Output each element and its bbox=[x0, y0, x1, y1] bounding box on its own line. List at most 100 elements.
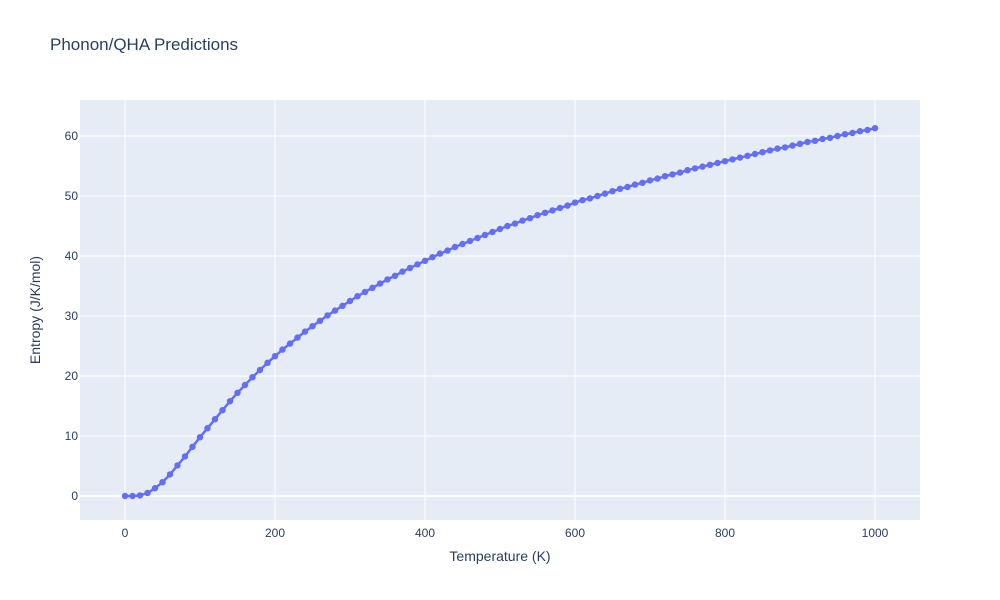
data-point[interactable] bbox=[489, 228, 496, 236]
data-point[interactable] bbox=[459, 240, 466, 248]
data-point[interactable] bbox=[624, 183, 631, 191]
data-point[interactable] bbox=[511, 220, 519, 227]
data-point[interactable] bbox=[864, 126, 871, 134]
data-point[interactable] bbox=[166, 471, 174, 478]
data-point[interactable] bbox=[759, 149, 766, 156]
data-point[interactable] bbox=[376, 280, 384, 287]
data-point[interactable] bbox=[279, 346, 286, 353]
data-point[interactable] bbox=[751, 150, 759, 158]
data-point[interactable] bbox=[129, 492, 136, 500]
data-point[interactable] bbox=[586, 195, 594, 202]
data-point[interactable] bbox=[361, 288, 369, 296]
data-point[interactable] bbox=[451, 243, 459, 251]
data-point[interactable] bbox=[406, 264, 414, 272]
data-point[interactable] bbox=[369, 284, 376, 291]
data-point[interactable] bbox=[421, 257, 429, 264]
data-point[interactable] bbox=[346, 297, 354, 305]
data-point[interactable] bbox=[226, 398, 234, 405]
data-point[interactable] bbox=[834, 132, 841, 140]
data-point[interactable] bbox=[444, 247, 451, 254]
data-point[interactable] bbox=[384, 276, 391, 283]
data-point[interactable] bbox=[871, 125, 879, 132]
data-point[interactable] bbox=[219, 407, 226, 414]
data-point[interactable] bbox=[564, 202, 571, 209]
data-point[interactable] bbox=[481, 231, 489, 239]
data-point[interactable] bbox=[774, 145, 781, 152]
data-point[interactable] bbox=[211, 416, 219, 423]
data-point[interactable] bbox=[766, 147, 774, 154]
data-point[interactable] bbox=[174, 462, 181, 469]
data-point[interactable] bbox=[571, 199, 579, 206]
data-point[interactable] bbox=[414, 261, 421, 268]
data-point[interactable] bbox=[549, 207, 556, 214]
data-point[interactable] bbox=[189, 443, 196, 450]
data-point[interactable] bbox=[474, 234, 481, 242]
data-point[interactable] bbox=[234, 389, 241, 396]
data-point[interactable] bbox=[159, 479, 166, 486]
data-point[interactable] bbox=[579, 197, 586, 204]
data-point[interactable] bbox=[804, 138, 811, 146]
data-point[interactable] bbox=[789, 142, 796, 149]
data-point[interactable] bbox=[196, 434, 204, 441]
data-point[interactable] bbox=[781, 144, 789, 151]
data-point[interactable] bbox=[331, 307, 339, 314]
data-point[interactable] bbox=[616, 185, 624, 192]
data-point[interactable] bbox=[429, 254, 436, 261]
data-point[interactable] bbox=[826, 134, 834, 141]
data-point[interactable] bbox=[631, 181, 639, 188]
data-point[interactable] bbox=[661, 173, 669, 180]
data-point[interactable] bbox=[721, 158, 729, 165]
data-point[interactable] bbox=[301, 328, 309, 335]
data-point[interactable] bbox=[496, 225, 504, 233]
data-point[interactable] bbox=[646, 177, 654, 184]
data-point[interactable] bbox=[264, 359, 271, 366]
data-point[interactable] bbox=[256, 366, 264, 374]
data-point[interactable] bbox=[519, 217, 526, 224]
data-point[interactable] bbox=[556, 204, 564, 212]
data-point[interactable] bbox=[136, 492, 144, 499]
data-point[interactable] bbox=[744, 152, 751, 159]
data-point[interactable] bbox=[121, 492, 129, 500]
data-point[interactable] bbox=[324, 312, 331, 319]
data-point[interactable] bbox=[609, 188, 616, 195]
data-point[interactable] bbox=[294, 334, 301, 341]
data-point[interactable] bbox=[241, 381, 249, 389]
data-point[interactable] bbox=[144, 489, 151, 497]
data-point[interactable] bbox=[669, 171, 676, 178]
data-point[interactable] bbox=[601, 190, 609, 197]
data-point[interactable] bbox=[654, 175, 661, 182]
data-point[interactable] bbox=[736, 154, 744, 161]
data-point[interactable] bbox=[699, 163, 706, 170]
data-point[interactable] bbox=[181, 453, 189, 460]
data-point[interactable] bbox=[796, 140, 804, 147]
data-point[interactable] bbox=[849, 129, 856, 137]
data-point[interactable] bbox=[249, 374, 256, 381]
data-point[interactable] bbox=[466, 237, 474, 245]
data-point[interactable] bbox=[811, 137, 819, 144]
data-point[interactable] bbox=[639, 179, 646, 186]
data-point[interactable] bbox=[706, 161, 714, 168]
data-point[interactable] bbox=[204, 425, 211, 432]
data-point[interactable] bbox=[354, 293, 361, 300]
data-point[interactable] bbox=[541, 209, 549, 216]
data-point[interactable] bbox=[676, 169, 684, 176]
data-point[interactable] bbox=[391, 272, 399, 279]
data-point[interactable] bbox=[286, 340, 294, 347]
data-point[interactable] bbox=[151, 485, 159, 492]
data-point[interactable] bbox=[526, 215, 534, 222]
data-point[interactable] bbox=[856, 128, 864, 135]
data-point[interactable] bbox=[271, 353, 279, 360]
data-point[interactable] bbox=[309, 323, 316, 330]
data-point[interactable] bbox=[714, 159, 721, 167]
data-point[interactable] bbox=[819, 135, 826, 143]
data-point[interactable] bbox=[399, 268, 406, 275]
data-point[interactable] bbox=[841, 131, 849, 138]
data-point[interactable] bbox=[339, 302, 346, 309]
data-point[interactable] bbox=[316, 317, 324, 324]
data-point[interactable] bbox=[729, 156, 736, 163]
data-point[interactable] bbox=[534, 212, 541, 219]
data-point[interactable] bbox=[504, 222, 511, 230]
data-point[interactable] bbox=[436, 250, 444, 257]
data-point[interactable] bbox=[691, 165, 699, 172]
data-point[interactable] bbox=[684, 167, 691, 174]
